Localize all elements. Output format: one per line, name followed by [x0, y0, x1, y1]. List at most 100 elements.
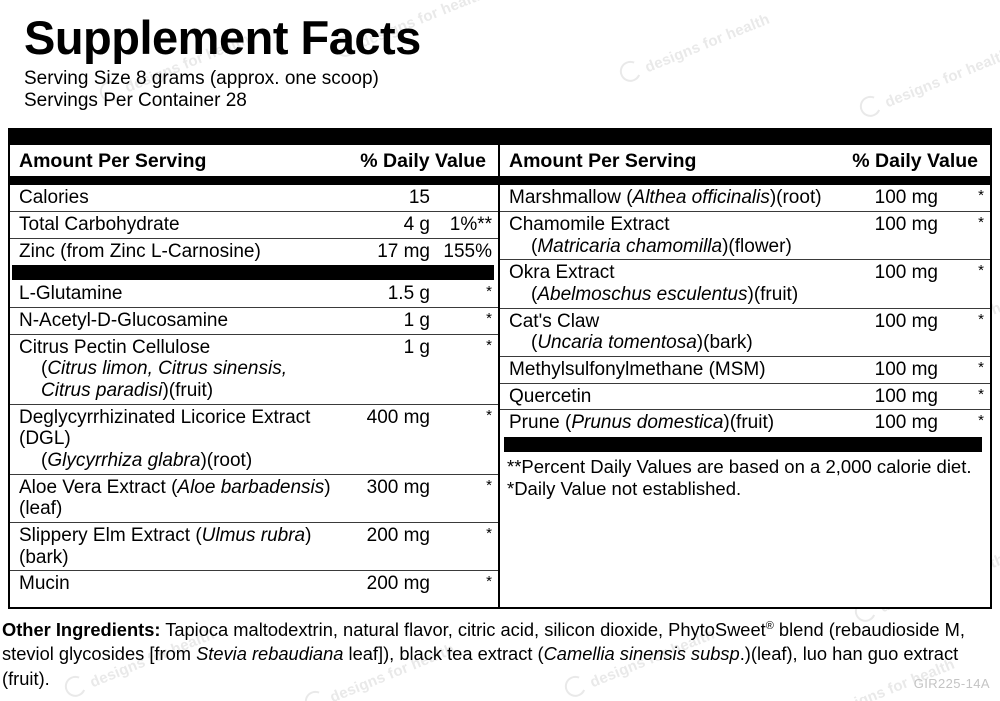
- nutrient-name: Citrus Pectin Cellulose (Citrus limon, Ci…: [10, 337, 344, 402]
- nutrition-column-left: Amount Per Serving % Daily Value Calorie…: [10, 145, 500, 607]
- table-row: Cat's Claw (Uncaria tomentosa)(bark) 100 m…: [500, 309, 990, 358]
- nutrient-amount: 1 g: [403, 310, 430, 332]
- nutrient-amount: 17 mg: [377, 240, 430, 262]
- nutrient-amount: 200 mg: [366, 525, 430, 546]
- nutrient-rows-left: Calories 15 Total Carbohydrate 4 g 1%** Zinc …: [10, 185, 498, 597]
- nutrient-daily-value: *: [978, 359, 984, 377]
- nutrition-table: Amount Per Serving % Daily Value Calorie…: [8, 128, 992, 609]
- table-row: Chamomile Extract (Matricaria chamomilla)…: [500, 212, 990, 261]
- nutrient-daily-value: 1%**: [449, 214, 492, 236]
- nutrient-daily-value: *: [486, 573, 492, 591]
- nutrient-amount: 100 mg: [874, 214, 938, 236]
- nutrient-name: Total Carbohydrate: [19, 214, 180, 236]
- nutrient-daily-value: *: [486, 283, 492, 301]
- table-top-bar: [10, 130, 990, 145]
- nutrient-amount: 1 g: [403, 336, 430, 358]
- nutrient-source: (Uncaria tomentosa)(bark): [531, 332, 753, 354]
- table-row: Citrus Pectin Cellulose (Citrus limon, Ci…: [10, 335, 498, 405]
- other-ingredients-text: Tapioca maltodextrin, natural flavor, ci…: [2, 619, 965, 689]
- nutrient-name: Methylsulfonylmethane (MSM): [509, 359, 766, 381]
- nutrient-name: Okra Extract (Abelmoschus esculentus)(fru…: [500, 262, 842, 305]
- table-row: Aloe Vera Extract (Aloe barbadensis)(lea…: [10, 475, 498, 523]
- table-row: Slippery Elm Extract (Ulmus rubra)(bark)…: [10, 523, 498, 572]
- nutrient-name: Slippery Elm Extract (Ulmus rubra)(bark): [19, 525, 312, 568]
- nutrient-daily-value: *: [978, 214, 984, 232]
- nutrient-name: Zinc (from Zinc L-Carnosine): [19, 240, 261, 262]
- table-row: Okra Extract (Abelmoschus esculentus)(fru…: [500, 260, 990, 309]
- serving-info: Serving Size 8 grams (approx. one scoop)…: [0, 61, 1000, 113]
- table-row: Zinc (from Zinc L-Carnosine) 17 mg 155%: [10, 239, 498, 265]
- page-title: Supplement Facts: [24, 11, 421, 64]
- nutrient-amount: 1.5 g: [387, 283, 430, 305]
- nutrient-daily-value: *: [486, 525, 492, 542]
- other-ingredients: Other Ingredients: Tapioca maltodextrin,…: [2, 618, 996, 691]
- nutrient-daily-value: *: [978, 412, 984, 430]
- nutrient-amount: 400 mg: [366, 406, 430, 428]
- nutrient-daily-value: *: [978, 385, 984, 403]
- servings-per-container: Servings Per Container 28: [24, 90, 247, 112]
- nutrient-daily-value: *: [978, 262, 984, 280]
- table-row: Marshmallow (Althea officinalis)(root) 10…: [500, 185, 990, 213]
- table-row: Methylsulfonylmethane (MSM) 100 mg *: [500, 357, 990, 384]
- nutrient-name: Calories: [19, 187, 89, 209]
- footnote-percent-daily-value: **Percent Daily Values are based on a 2,…: [507, 456, 972, 478]
- nutrient-name: N-Acetyl-D-Glucosamine: [19, 310, 229, 332]
- table-row: Deglycyrrhizinated Licorice Extract (DGL…: [10, 405, 498, 475]
- table-row: Quercetin 100 mg *: [500, 384, 990, 411]
- nutrient-daily-value: *: [486, 336, 492, 354]
- footnote-divider-bar: [504, 437, 982, 453]
- table-row: L-Glutamine 1.5 g *: [10, 281, 498, 309]
- header-rule-left: [10, 176, 498, 186]
- header-rule-right: [500, 176, 990, 186]
- nutrient-name: Quercetin: [509, 385, 592, 407]
- nutrient-amount: 100 mg: [874, 262, 938, 284]
- table-row: Mucin 200 mg *: [10, 571, 498, 597]
- header-amount-per-serving: Amount Per Serving: [509, 150, 697, 172]
- nutrient-amount: 100 mg: [874, 385, 938, 407]
- nutrient-amount: 100 mg: [874, 359, 938, 381]
- table-row: Total Carbohydrate 4 g 1%**: [10, 212, 498, 239]
- nutrient-name: Chamomile Extract (Matricaria chamomilla)…: [500, 214, 842, 257]
- nutrient-source: (Glycyrrhiza glabra)(root): [41, 450, 253, 472]
- nutrient-daily-value: *: [486, 310, 492, 328]
- nutrient-source: (Abelmoschus esculentus)(fruit): [531, 284, 799, 306]
- nutrient-name: Cat's Claw (Uncaria tomentosa)(bark): [500, 311, 842, 354]
- nutrient-daily-value: *: [978, 187, 984, 205]
- table-row: Calories 15: [10, 185, 498, 213]
- table-row: Prune (Prunus domestica)(fruit) 100 mg *: [500, 410, 990, 436]
- column-header-right: Amount Per Serving % Daily Value: [500, 145, 990, 176]
- product-code: GIR225-14A: [913, 676, 990, 691]
- nutrient-amount: 200 mg: [366, 573, 430, 595]
- section-divider-bar: [12, 265, 494, 281]
- nutrient-daily-value: *: [486, 406, 492, 424]
- header-percent-daily-value: % Daily Value: [360, 150, 486, 172]
- nutrient-name: Mucin: [19, 573, 70, 595]
- nutrient-amount: 4 g: [403, 214, 430, 236]
- nutrient-name: Prune (Prunus domestica)(fruit): [509, 412, 775, 434]
- nutrient-amount: 15: [408, 187, 430, 209]
- nutrient-daily-value: 155%: [443, 240, 492, 262]
- header-amount-per-serving: Amount Per Serving: [19, 150, 207, 172]
- footnotes: **Percent Daily Values are based on a 2,…: [500, 453, 990, 500]
- nutrient-amount: 100 mg: [874, 187, 938, 209]
- nutrient-amount: 100 mg: [874, 310, 938, 332]
- other-ingredients-label: Other Ingredients:: [2, 619, 161, 640]
- serving-size: Serving Size 8 grams (approx. one scoop): [24, 68, 379, 89]
- nutrient-name: L-Glutamine: [19, 283, 123, 305]
- nutrient-rows-right: Marshmallow (Althea officinalis)(root) 10…: [500, 185, 990, 436]
- nutrient-source: (Citrus limon, Citrus sinensis, Citrus p…: [41, 358, 287, 402]
- nutrient-amount: 100 mg: [874, 412, 938, 434]
- nutrient-source: (Matricaria chamomilla)(flower): [531, 235, 792, 257]
- footnote-daily-value-not-established: *Daily Value not established.: [507, 478, 742, 500]
- nutrient-name: Deglycyrrhizinated Licorice Extract (DGL…: [10, 407, 344, 472]
- nutrient-amount: 300 mg: [366, 476, 430, 498]
- nutrition-column-right: Amount Per Serving % Daily Value Marshma…: [500, 145, 990, 607]
- column-header-left: Amount Per Serving % Daily Value: [10, 145, 498, 176]
- nutrient-daily-value: *: [978, 310, 984, 328]
- nutrient-name: Marshmallow (Althea officinalis)(root): [509, 187, 822, 209]
- nutrient-daily-value: *: [486, 476, 492, 494]
- nutrient-name: Aloe Vera Extract (Aloe barbadensis)(lea…: [19, 476, 331, 520]
- table-row: N-Acetyl-D-Glucosamine 1 g *: [10, 308, 498, 335]
- header-percent-daily-value: % Daily Value: [852, 150, 978, 172]
